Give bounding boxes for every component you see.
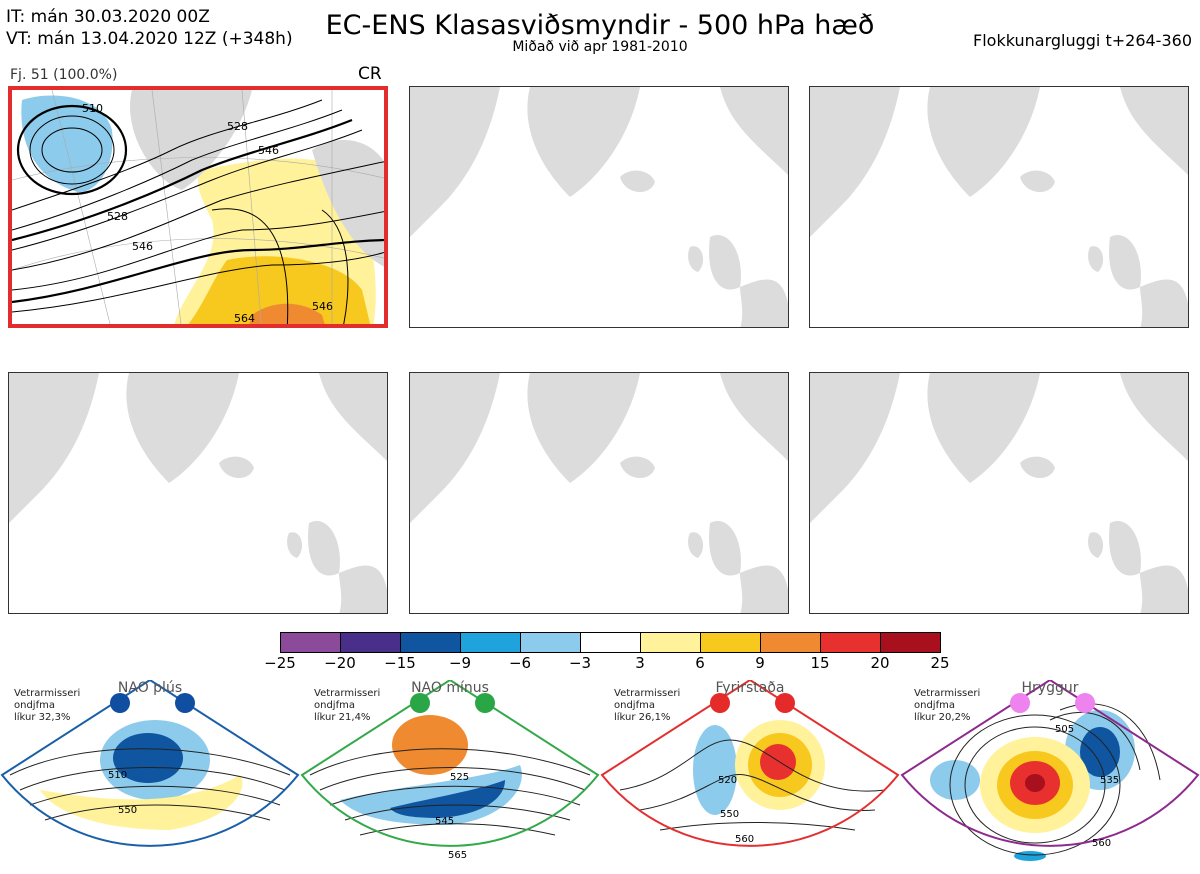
regime-contour-label: 550 [720,809,739,820]
regime-marker-dot [475,693,495,713]
cluster-map-4 [9,373,387,613]
regime-contour-label: 510 [108,770,127,781]
cluster-panel-5[interactable] [409,372,789,614]
colorbar-swatch [280,632,341,653]
cluster-map-1: 510 528 546 528 546 546 564 [12,90,384,325]
regime-nao-minus: 525 545 565 NAO mínus Vetrarmisseri ondj… [300,678,600,870]
contour-label: 546 [312,300,333,313]
regime-note: Vetrarmisseri ondjfma líkur 20,2% [914,688,981,723]
regime-note: Vetrarmisseri ondjfma líkur 26,1% [614,688,681,723]
colorbar-tick-label: −20 [324,654,356,672]
colorbar-tick-label: −15 [384,654,416,672]
regime-contour-label: 505 [1055,724,1074,735]
regime-marker-dot [1010,693,1030,713]
regime-map: 505 535 560 [900,678,1200,861]
regime-note: Vetrarmisseri ondjfma líkur 32,3% [14,688,81,723]
regime-map: 510 550 [0,678,300,847]
regime-marker-dot [410,693,430,713]
regime-map: 520 550 560 [600,678,900,847]
colorbar-swatch [640,632,701,653]
colorbar-tick-label: 6 [695,654,705,672]
panel-member-label: Fj. 51 (100.0%) [10,67,118,83]
page-title: EC-ENS Klasasviðsmyndir - 500 hPa hæð [325,10,875,41]
valid-time: VT: mán 13.04.2020 12Z (+348h) [6,29,293,49]
regime-title: Fyrirstaða [715,680,785,696]
colorbar-swatch [340,632,401,653]
regime-title: Hryggur [1021,680,1079,696]
colorbar-tick-label: 9 [755,654,765,672]
colorbar-swatch [820,632,881,653]
cluster-map-6 [810,373,1188,613]
regime-contour-label: 545 [435,816,454,827]
cluster-panel-4[interactable] [8,372,388,614]
regime-contour-label: 550 [118,805,137,816]
cluster-map-2 [410,87,788,327]
colorbar-swatch [400,632,461,653]
regime-contour-label: 525 [450,772,469,783]
colorbar-tick-label: −3 [568,654,592,672]
colorbar [280,632,944,658]
regime-title: NAO plús [117,680,183,696]
colorbar-swatch [880,632,941,653]
colorbar-swatches [280,632,941,653]
init-time: IT: mán 30.03.2020 00Z [6,7,210,27]
contour-label: 564 [234,312,255,325]
regime-nao-plus: 510 550 NAO plús Vetrarmisseri ondjfma l… [0,678,300,870]
cluster-map-5 [410,373,788,613]
colorbar-swatch [460,632,521,653]
regime-marker-dot [175,693,195,713]
regime-ridge: 505 535 560 Hryggur Vetrarmisseri ondjfm… [900,678,1200,870]
regime-title: NAO mínus [411,680,489,696]
colorbar-swatch [700,632,761,653]
regime-contour-label: 565 [448,850,467,861]
colorbar-tick-label: 25 [930,654,950,672]
regime-marker-dot [775,693,795,713]
cluster-panel-1[interactable]: 510 528 546 528 546 546 564 [8,86,388,328]
colorbar-tick-label: 15 [810,654,830,672]
cluster-panel-6[interactable] [809,372,1189,614]
classification-window: Flokkunargluggi t+264-360 [973,31,1192,50]
contour-label: 546 [258,144,279,157]
colorbar-swatch [760,632,821,653]
page-subtitle: Miðað við apr 1981-2010 [512,39,688,55]
regime-marker-dot [710,693,730,713]
colorbar-swatch [520,632,581,653]
panel-regime-code: CR [358,64,382,84]
regime-contour-label: 560 [1092,838,1111,849]
cluster-panel-3[interactable] [809,86,1189,328]
cluster-map-3 [810,87,1188,327]
regime-marker-dot [110,693,130,713]
contour-label: 510 [82,102,103,115]
colorbar-swatch [580,632,641,653]
regime-contour-label: 560 [735,834,754,845]
regime-map: 525 545 565 [300,678,600,861]
colorbar-tick-label: −9 [448,654,472,672]
colorbar-ticks: −25 −20 −15 −9 −6 −3 3 6 9 15 20 25 [256,654,966,674]
contour-label: 546 [132,240,153,253]
regime-note: Vetrarmisseri ondjfma líkur 21,4% [314,688,381,723]
colorbar-tick-label: −25 [264,654,296,672]
regime-marker-dot [1075,693,1095,713]
contour-label: 528 [107,210,128,223]
colorbar-tick-label: −6 [508,654,532,672]
contour-label: 528 [227,120,248,133]
cluster-panel-2[interactable] [409,86,789,328]
colorbar-tick-label: 3 [635,654,645,672]
regime-contour-label: 535 [1100,775,1119,786]
colorbar-tick-label: 20 [870,654,890,672]
regime-contour-label: 520 [718,775,737,786]
header-times: IT: mán 30.03.2020 00Z VT: mán 13.04.202… [6,6,293,50]
regime-blocking: 520 550 560 Fyrirstaða Vetrarmisseri ond… [600,678,900,870]
